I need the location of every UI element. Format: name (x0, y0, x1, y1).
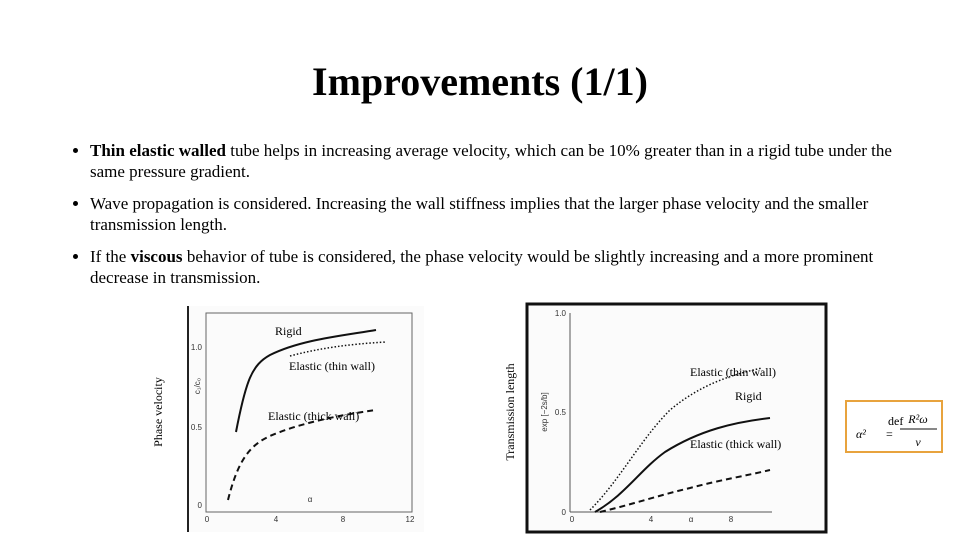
y-axis-label: Transmission length (503, 363, 517, 460)
bullet-text: tube helps in increasing average velocit… (90, 141, 892, 181)
curve-label: Elastic (thick wall) (690, 437, 781, 451)
slide-title: Improvements (1/1) (312, 59, 648, 104)
y-tick-label: 0 (562, 508, 567, 517)
x-tick-label: 0 (570, 515, 575, 524)
curve-thin (289, 341, 387, 357)
y-axis-label: Phase velocity (151, 377, 165, 447)
bullet-text: Wave propagation is considered. Increasi… (90, 194, 869, 234)
figure-image (525, 302, 828, 534)
x-tick-label: 8 (341, 515, 346, 524)
formula-eq: = (886, 427, 893, 441)
formula-numerator: R²ω (907, 412, 927, 426)
bullet-list: Thin elastic walled tube helps in increa… (72, 140, 905, 299)
curve-rigid (235, 329, 377, 433)
curve-thick (227, 409, 377, 501)
curve-rigid (594, 417, 771, 513)
plot-frame (205, 312, 413, 513)
formula-def: def (888, 414, 903, 428)
y-tick-label: 1.0 (555, 309, 567, 318)
x-axis-label: α (689, 515, 694, 524)
x-tick-label: 4 (274, 515, 279, 524)
curve-label: Elastic (thin wall) (690, 365, 776, 379)
y-tick-label: 1.0 (191, 343, 203, 352)
curve-label: Rigid (735, 389, 762, 403)
curve-label: Rigid (275, 324, 302, 338)
figure-image (188, 306, 424, 532)
bullet-text: If the (90, 247, 131, 266)
bold-text: viscous (130, 247, 183, 266)
inner-y-label: exp [−2s/b] (540, 392, 549, 431)
x-axis-label: α (308, 495, 313, 504)
bullet: Thin elastic walled tube helps in increa… (90, 140, 905, 182)
x-tick-label: 4 (649, 515, 654, 524)
x-tick-label: 0 (205, 515, 210, 524)
x-tick-label: 8 (729, 515, 734, 524)
formula-box (845, 400, 943, 453)
x-tick-label: 12 (406, 515, 415, 524)
y-tick-label: 0.5 (191, 423, 203, 432)
inner-y-label: c₁/c₀ (193, 378, 202, 394)
formula-denominator: ν (915, 435, 921, 449)
y-tick-label: 0.5 (555, 408, 567, 417)
bullet: If the viscous behavior of tube is consi… (90, 246, 905, 288)
formula-lhs: α² (856, 427, 866, 441)
curve-label: Elastic (thick wall) (268, 409, 359, 423)
curve-thick (599, 469, 771, 513)
bullet: Wave propagation is considered. Increasi… (90, 193, 905, 235)
bold-text: Thin elastic walled (90, 141, 227, 160)
y-tick-label: 0 (198, 501, 203, 510)
bullet-text: behavior of tube is considered, the phas… (90, 247, 874, 287)
curve-label: Elastic (thin wall) (289, 359, 375, 373)
